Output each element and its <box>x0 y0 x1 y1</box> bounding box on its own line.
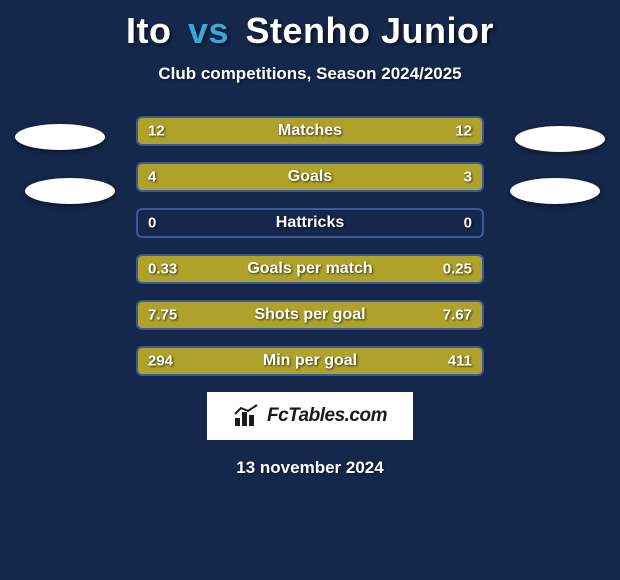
stat-row: 0.33 0.25 Goals per match <box>136 254 484 284</box>
stat-value-right: 411 <box>448 353 472 370</box>
stat-value-left: 0.33 <box>148 261 177 278</box>
team-badge-placeholder <box>25 178 115 204</box>
stat-label: Matches <box>278 122 342 140</box>
chart-icon <box>233 404 261 428</box>
stat-value-right: 7.67 <box>443 307 472 324</box>
stat-label: Min per goal <box>263 352 357 370</box>
stat-value-right: 0 <box>464 215 472 232</box>
stat-row: 7.75 7.67 Shots per goal <box>136 300 484 330</box>
stat-label: Shots per goal <box>254 306 365 324</box>
stat-label: Hattricks <box>276 214 344 232</box>
stat-value-left: 7.75 <box>148 307 177 324</box>
comparison-title: Ito vs Stenho Junior <box>0 0 620 52</box>
bar-fill-right <box>334 164 482 190</box>
stat-value-right: 12 <box>455 123 472 140</box>
player1-name: Ito <box>126 10 171 51</box>
subtitle: Club competitions, Season 2024/2025 <box>0 64 620 84</box>
stats-bars: 12 12 Matches 4 3 Goals 0 0 Hattricks 0.33 0.25 Goa… <box>136 116 484 376</box>
team-badge-placeholder <box>510 178 600 204</box>
vs-text: vs <box>188 10 229 51</box>
team-badge-placeholder <box>515 126 605 152</box>
stat-value-left: 12 <box>148 123 165 140</box>
branding-box: FcTables.com <box>207 392 413 440</box>
date-label: 13 november 2024 <box>0 458 620 478</box>
stat-value-left: 294 <box>148 353 173 370</box>
stat-row: 0 0 Hattricks <box>136 208 484 238</box>
stat-row: 12 12 Matches <box>136 116 484 146</box>
stat-row: 294 411 Min per goal <box>136 346 484 376</box>
team-badge-placeholder <box>15 124 105 150</box>
stat-row: 4 3 Goals <box>136 162 484 192</box>
branding-text: FcTables.com <box>267 405 387 427</box>
stat-value-right: 0.25 <box>443 261 472 278</box>
stat-value-right: 3 <box>464 169 472 186</box>
stat-value-left: 0 <box>148 215 156 232</box>
stat-label: Goals per match <box>247 260 372 278</box>
stat-value-left: 4 <box>148 169 156 186</box>
player2-name: Stenho Junior <box>246 10 495 51</box>
stat-label: Goals <box>288 168 332 186</box>
